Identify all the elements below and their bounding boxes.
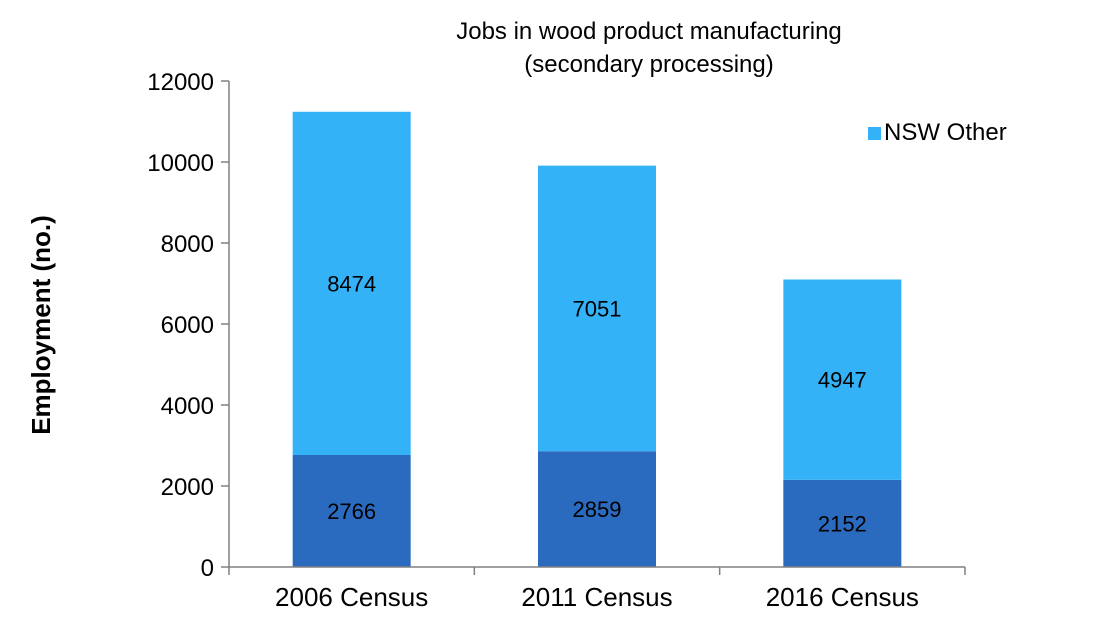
chart-title-line-1: Jobs in wood product manufacturing: [456, 18, 842, 45]
y-tick-label: 12000: [147, 69, 214, 96]
bar-segment-series-1-3: [783, 479, 902, 567]
y-tick-label: 2000: [161, 474, 214, 501]
axes: 0 2000 4000 6000 8000 10000 12000 2006 Census 20…: [147, 69, 966, 612]
x-tick-label: 2011 Census: [521, 582, 672, 612]
x-tick-label: 2016 Census: [766, 582, 919, 612]
legend: NSW Other: [868, 119, 1007, 146]
chart-title: Jobs in wood product manufacturing (seco…: [456, 18, 842, 78]
y-tick-label: 6000: [161, 312, 214, 339]
data-label-series-1-1: 2766: [327, 499, 376, 524]
bar-segment-series-1-1: [292, 454, 411, 567]
y-tick-label: 0: [201, 555, 214, 582]
y-axis-label: Employment (no.): [26, 215, 56, 435]
y-tick-label: 4000: [161, 393, 214, 420]
y-tick-label: 10000: [147, 150, 214, 177]
bar-segment-series-2-2: [538, 165, 656, 452]
y-tick-label: 8000: [161, 231, 214, 258]
data-label-series-2-1: 8474: [327, 271, 376, 296]
legend-swatch: [868, 127, 881, 140]
bar-group: 2766 8474 2859 7051 2152 4947: [292, 111, 902, 567]
chart-title-line-2: (secondary processing): [524, 51, 773, 78]
data-label-series-2-3: 4947: [818, 368, 867, 393]
data-label-series-1-2: 2859: [573, 497, 622, 522]
bar-segment-series-2-1: [292, 111, 411, 455]
data-label-series-1-3: 2152: [818, 511, 867, 536]
legend-label: NSW Other: [884, 119, 1007, 146]
bar-segment-series-2-3: [783, 279, 902, 480]
x-tick-label: 2006 Census: [275, 582, 428, 612]
data-label-series-2-2: 7051: [573, 296, 622, 321]
bar-segment-series-1-2: [538, 451, 656, 567]
